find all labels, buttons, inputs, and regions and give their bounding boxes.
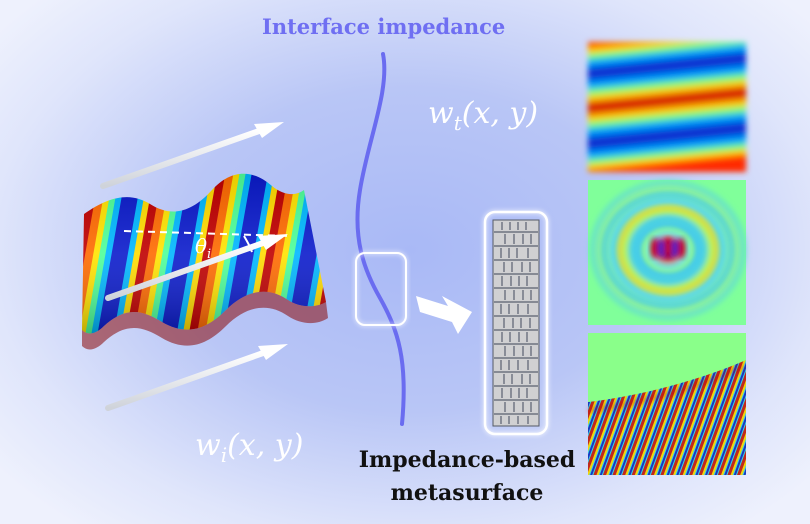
metasurface-unit-cells [483, 210, 549, 436]
transmitted-wave-label: wt(x, y) [428, 96, 538, 135]
theta-subscript: i [207, 247, 212, 262]
interface-line [355, 52, 406, 426]
incident-subscript: i [220, 443, 228, 467]
circular-wave-field [588, 180, 746, 325]
metasurface-label: Impedance-based metasurface [347, 444, 587, 510]
incident-arrow-bottom [105, 344, 288, 411]
incident-wave-symbol: w [195, 428, 221, 463]
oblique-wave-field [588, 333, 746, 475]
sheet-edge [82, 291, 328, 350]
incident-arrow-top [100, 122, 284, 189]
incidence-angle-label: θi [195, 234, 211, 262]
transmitted-wave-symbol: w [428, 96, 454, 131]
metasurface-label-line2: metasurface [390, 480, 544, 506]
plane-wave-field [588, 42, 746, 172]
incident-wave-sheet [82, 173, 326, 334]
interface-impedance-title: Interface impedance [262, 14, 506, 39]
normal-dashed-line [123, 230, 291, 237]
transmitted-subscript: t [453, 111, 462, 135]
incident-wave-label: wi(x, y) [195, 428, 303, 467]
incident-arrow-middle [105, 234, 288, 301]
metasurface-label-line1: Impedance-based [358, 447, 576, 473]
theta-symbol: θ [195, 234, 208, 258]
transmitted-wave-args: (x, y) [461, 96, 539, 131]
interface-zoom-box [355, 252, 407, 326]
incident-wave-args: (x, y) [227, 428, 304, 463]
zoom-arrow [416, 296, 472, 334]
